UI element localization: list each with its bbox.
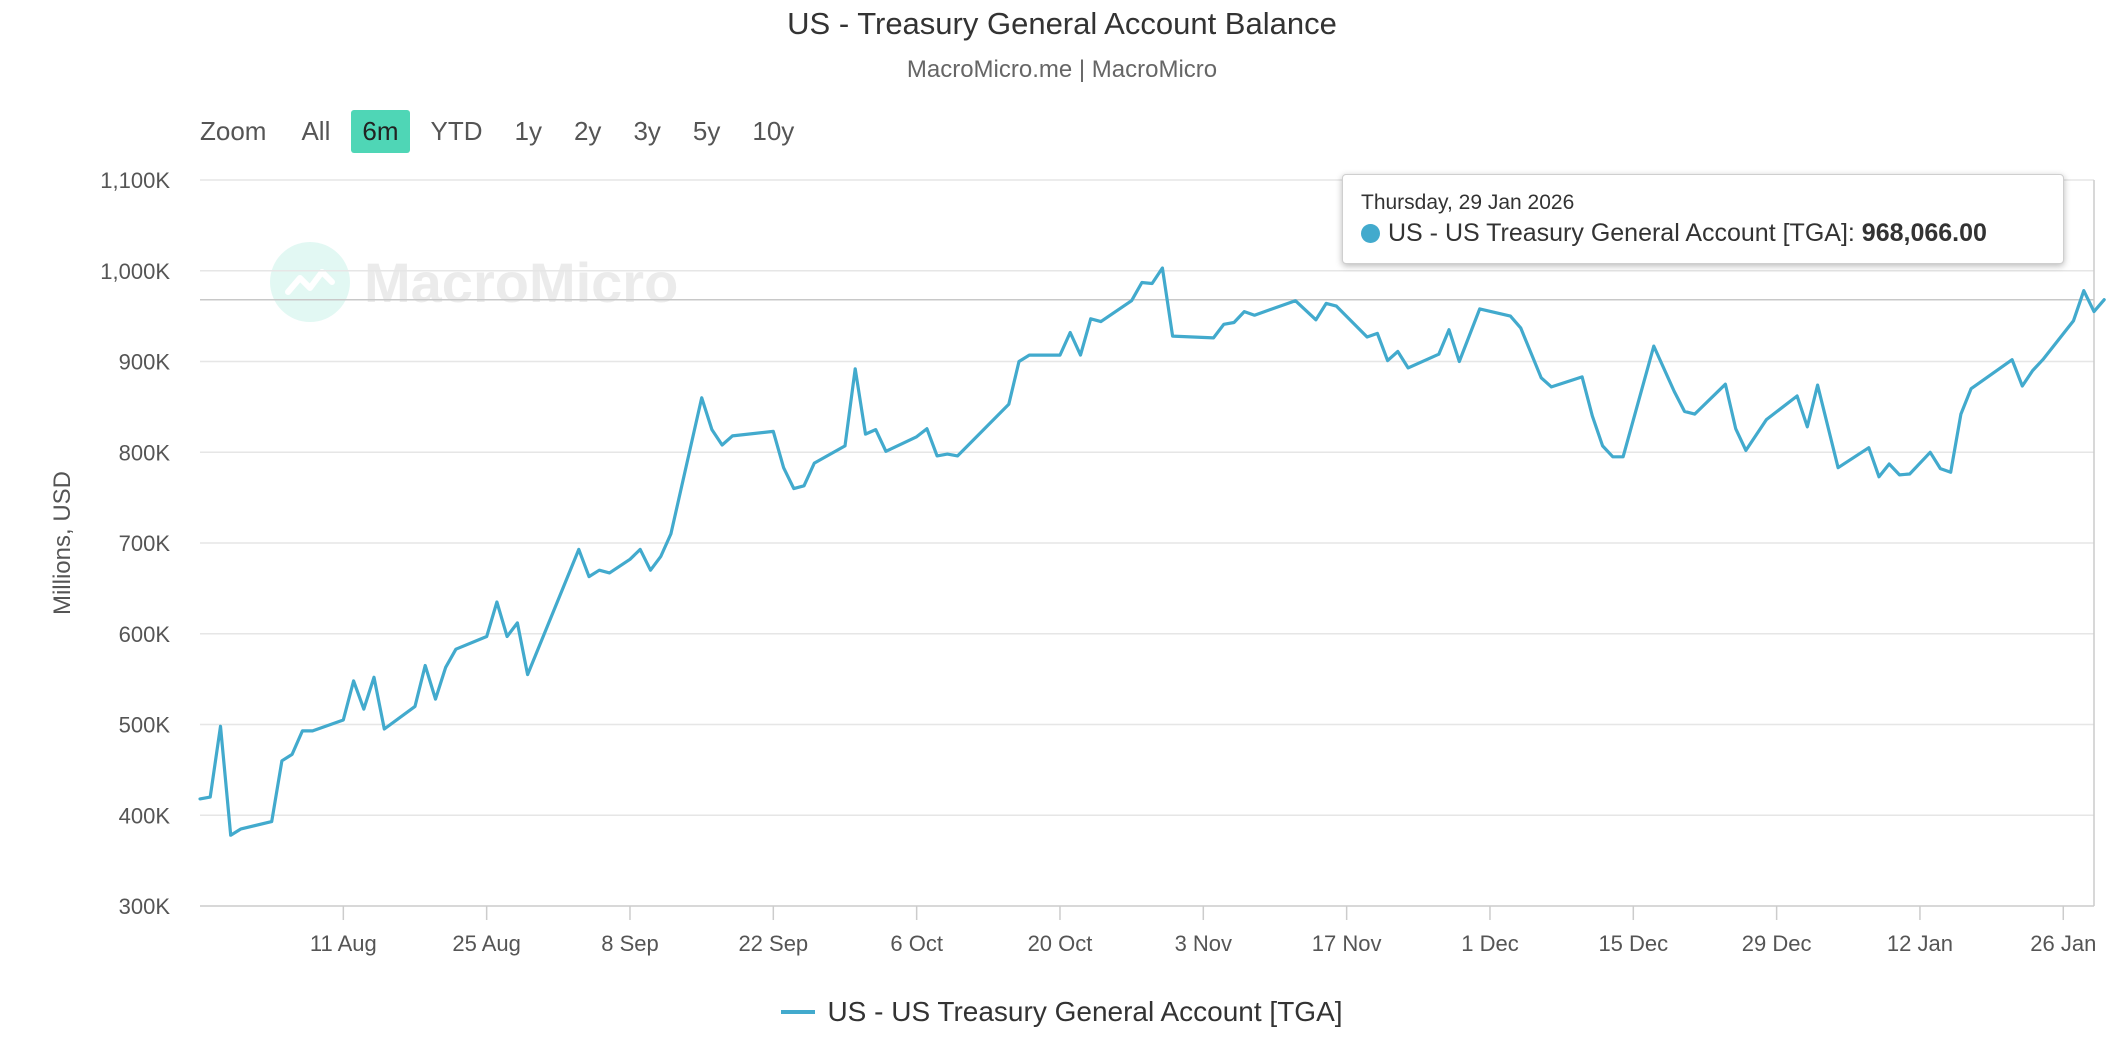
x-tick-label: 20 Oct	[1028, 931, 1093, 956]
chart-subtitle: MacroMicro.me | MacroMicro	[906, 56, 1218, 83]
zoom-button-all[interactable]: All	[301, 115, 331, 146]
x-tick-label: 11 Aug	[310, 931, 377, 956]
legend-label: US - US Treasury General Account [TGA]	[827, 996, 1343, 1027]
x-tick-label: 15 Dec	[1598, 931, 1668, 956]
y-tick-label: 700K	[119, 531, 171, 556]
zoom-button-ytd[interactable]: YTD	[430, 115, 483, 146]
y-tick-label: 1,100K	[100, 168, 170, 193]
zoom-button-2y[interactable]: 2y	[573, 115, 602, 146]
zoom-button-10y[interactable]: 10y	[752, 115, 795, 146]
legend-line-icon	[781, 1009, 816, 1014]
zoom-range-selector: Zoom All 6m YTD 1y 2y 3y 5y 10y	[200, 108, 815, 154]
x-tick-label: 1 Dec	[1461, 931, 1518, 956]
chart-title: US - Treasury General Account Balance	[787, 6, 1337, 41]
tooltip-value: 968,066.00	[1861, 219, 1987, 247]
tooltip-row: US - US Treasury General Account [TGA]: …	[1361, 219, 1987, 248]
x-tick-label: 26 Jan	[2030, 931, 2096, 956]
y-tick-label: 600K	[119, 622, 171, 647]
y-tick-label: 500K	[119, 713, 171, 738]
tooltip: Thursday, 29 Jan 2026 US - US Treasury G…	[1342, 174, 2064, 264]
grid-lines	[200, 179, 2095, 907]
series-line[interactable]	[198, 266, 2106, 837]
series-layer	[198, 266, 2106, 837]
zoom-button-3y[interactable]: 3y	[633, 115, 661, 146]
x-tick-label: 29 Dec	[1742, 931, 1812, 956]
tooltip-series-dot-icon	[1361, 224, 1380, 243]
y-tick-label: 400K	[119, 803, 171, 828]
x-tick-label: 25 Aug	[452, 931, 521, 956]
y-axis-title: Millions, USD	[49, 471, 76, 615]
tooltip-series-label: US - US Treasury General Account [TGA]:	[1388, 219, 1855, 247]
tooltip-date: Thursday, 29 Jan 2026	[1361, 191, 1575, 214]
x-tick-label: 12 Jan	[1887, 931, 1953, 956]
x-tick-label: 17 Nov	[1312, 931, 1382, 956]
watermark: MacroMicro	[270, 242, 678, 322]
macromicro-logo-icon	[270, 242, 350, 322]
x-axis: 11 Aug 25 Aug 8 Sep 22 Sep 6 Oct 20 Oct 3 Nov 1…	[310, 906, 2096, 956]
zoom-label: Zoom	[200, 115, 267, 146]
zoom-button-6m[interactable]: 6m	[351, 109, 410, 153]
zoom-button-5y[interactable]: 5y	[692, 115, 721, 146]
x-tick-label: 3 Nov	[1175, 931, 1232, 956]
y-axis: 300K 400K 500K 600K 700K 800K 900K 1,000K 1,100K	[100, 168, 170, 919]
x-tick-label: 22 Sep	[738, 931, 808, 956]
zoom-button-1y[interactable]: 1y	[514, 115, 542, 146]
x-tick-label: 8 Sep	[601, 931, 659, 956]
y-tick-label: 1,000K	[100, 259, 170, 284]
watermark-text: MacroMicro	[364, 250, 679, 314]
y-tick-label: 300K	[119, 894, 171, 919]
legend[interactable]: US - US Treasury General Account [TGA]	[0, 996, 2124, 1028]
y-tick-label: 900K	[119, 350, 171, 375]
y-tick-label: 800K	[119, 440, 171, 465]
x-tick-label: 6 Oct	[890, 931, 943, 956]
